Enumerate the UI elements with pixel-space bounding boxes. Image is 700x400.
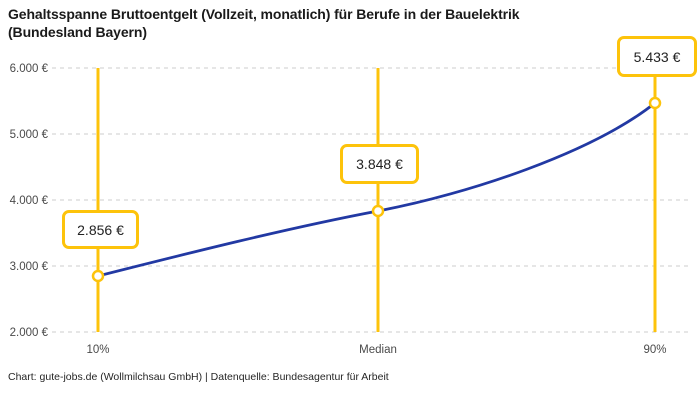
- chart-title: Gehaltsspanne Bruttoentgelt (Vollzeit, m…: [8, 5, 520, 41]
- percentile-guide-lines: [96, 68, 657, 332]
- plot-area: 6.000 € 5.000 € 4.000 € 3.000 € 2.000 € …: [10, 63, 690, 356]
- value-label-median: 3.848 €: [340, 144, 419, 184]
- y-gridlines: [52, 67, 690, 333]
- y-tick-label: 4.000 €: [10, 195, 49, 207]
- x-tick-label-median: Median: [359, 344, 397, 356]
- y-tick-label: 2.000 €: [10, 327, 49, 339]
- data-point-90pct: [648, 96, 662, 110]
- y-tick-label: 5.000 €: [10, 129, 49, 141]
- value-label-10pct-text: 2.856 €: [77, 221, 124, 238]
- chart-title-line1: Gehaltsspanne Bruttoentgelt (Vollzeit, m…: [8, 6, 520, 22]
- x-tick-label-90pct: 90%: [643, 344, 666, 356]
- value-label-median-text: 3.848 €: [356, 156, 403, 172]
- data-point-median: [371, 204, 385, 218]
- y-tick-label: 6.000 €: [10, 63, 49, 75]
- chart-source-attribution: Chart: gute-jobs.de (Wollmilchsau GmbH) …: [8, 371, 389, 383]
- y-tick-label: 3.000 €: [10, 261, 49, 273]
- value-label-90pct-text: 5.433 €: [633, 48, 681, 65]
- chart-title-line2: (Bundesland Bayern): [8, 24, 147, 40]
- value-label-90pct: 5.433 €: [617, 36, 697, 77]
- x-tick-label-10pct: 10%: [86, 344, 109, 356]
- x-axis-labels: 10% Median 90%: [86, 344, 666, 356]
- data-points: [91, 96, 662, 283]
- value-label-10pct: 2.856 €: [62, 210, 139, 249]
- data-point-10pct: [91, 269, 105, 283]
- y-axis-labels: 6.000 € 5.000 € 4.000 € 3.000 € 2.000 €: [10, 63, 49, 339]
